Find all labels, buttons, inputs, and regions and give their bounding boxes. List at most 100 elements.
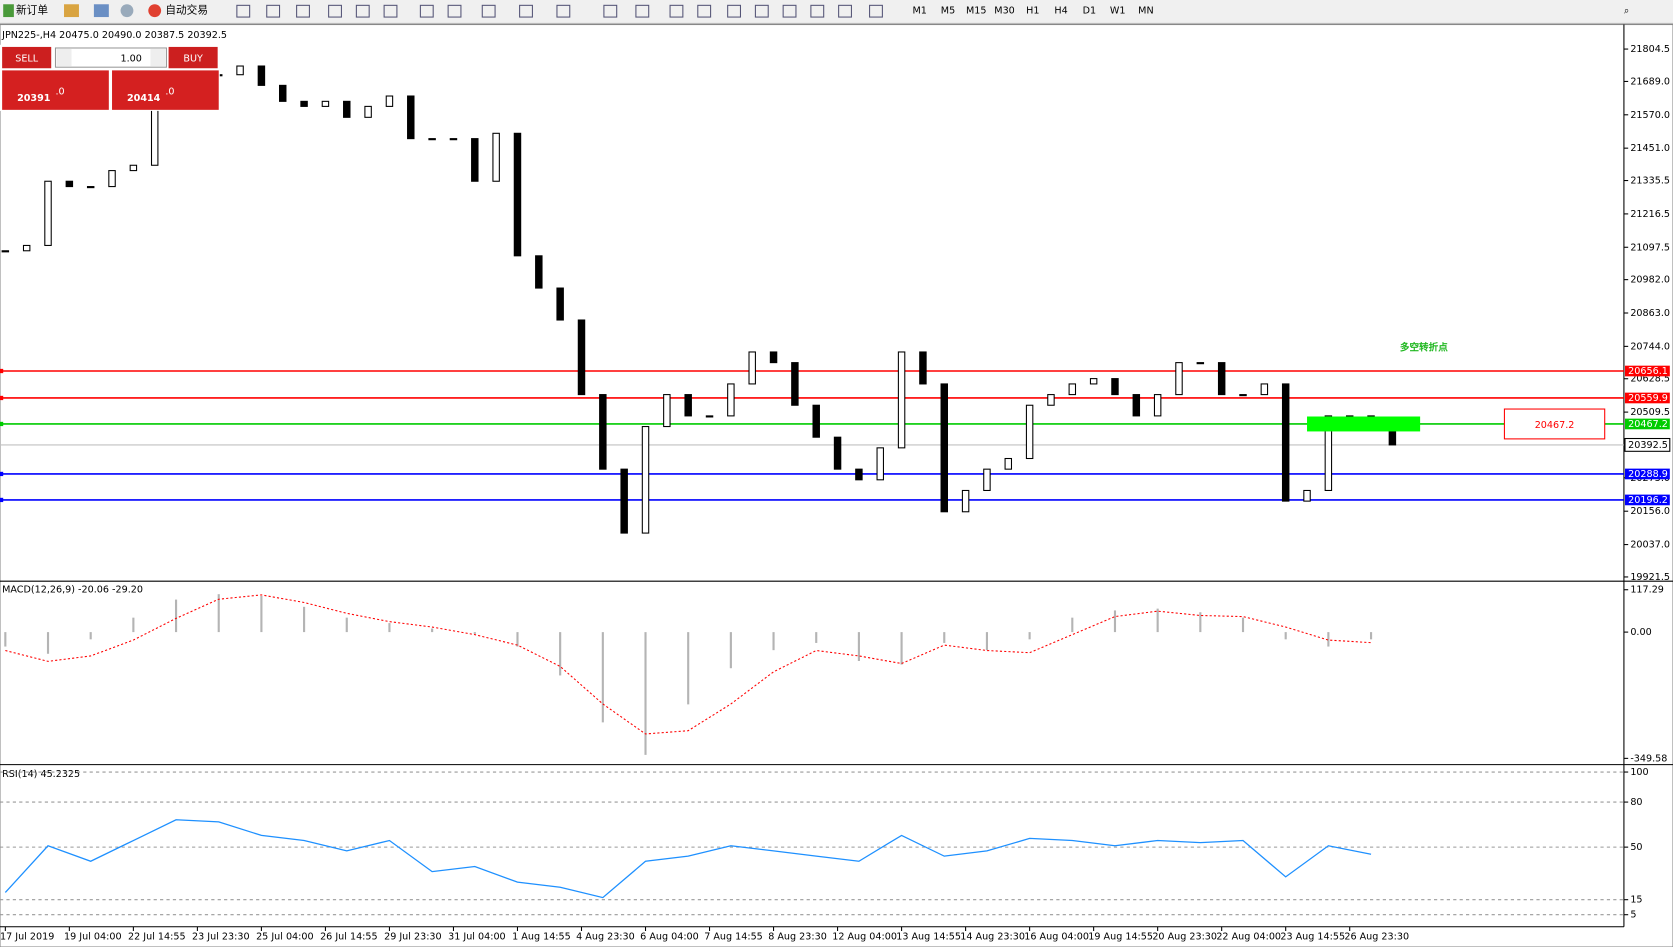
candle [983,468,991,491]
candle [300,100,308,107]
timeframe-button[interactable]: M5 [941,6,955,17]
candle [86,186,95,189]
tool-icon[interactable] [556,4,571,18]
timeframe-button[interactable]: MN [1138,6,1153,17]
y-tick-label: 20037.0 [1630,540,1670,551]
buy-price-box[interactable] [112,70,219,110]
candle [407,95,415,140]
x-tick-label: 20 Aug 23:30 [1152,931,1217,942]
x-tick-label: 6 Aug 04:00 [640,931,699,942]
candle [705,415,714,418]
plots: JPN225-,H4 20475.0 20490.0 20387.5 20392… [0,30,1671,942]
tool-icon[interactable] [635,4,650,18]
x-tick-label: 26 Jul 14:55 [320,931,378,942]
new-order[interactable]: 新订单 [16,4,48,17]
sell-button[interactable] [2,46,52,69]
y-tick-label: 50 [1630,842,1642,853]
tool-icon[interactable] [810,4,825,18]
sell-price-box[interactable] [2,70,109,110]
sell-price[interactable]: 20391 [17,93,51,104]
x-tick-label: 19 Jul 04:00 [64,931,122,942]
timeframe-button[interactable]: D1 [1083,6,1097,17]
y-tick-label: 0.00 [1630,627,1651,638]
candle [641,426,650,534]
tool-icon[interactable] [519,4,533,18]
x-tick-label: 29 Jul 23:30 [384,931,442,942]
tool-icon[interactable] [603,4,618,18]
y-tick-label: -349.58 [1630,753,1667,764]
icon[interactable] [120,4,134,18]
tool-icon[interactable] [383,4,398,18]
candle [791,362,799,406]
auto-trading-icon[interactable] [148,4,162,18]
panel-title: RSI(14) 45.2325 [2,769,80,780]
tool-icon[interactable] [697,4,712,18]
search-icon[interactable]: ⌕ [1624,6,1629,17]
buy-label[interactable]: BUY [183,54,203,65]
sell-label[interactable]: SELL [15,54,39,65]
current-price-label: 20392.5 [1628,440,1668,451]
tool-icon[interactable] [669,4,684,18]
tool-icon[interactable] [782,4,797,18]
tool-icon[interactable] [355,4,370,18]
x-tick-label: 13 Aug 14:55 [896,931,961,942]
x-tick-label: 17 Jul 2019 [0,931,54,942]
timeframe-button[interactable]: M30 [994,6,1015,17]
x-tick-label: 12 Aug 04:00 [832,931,897,942]
sell-fraction[interactable]: .0 [55,87,64,98]
y-tick-label: 21570.0 [1630,110,1670,121]
icon[interactable] [93,4,109,18]
timeframe-button[interactable]: M1 [913,6,927,17]
tool-icon[interactable] [481,4,496,18]
timeframe-button[interactable]: M15 [966,6,987,17]
candle [492,132,500,182]
tool-icon[interactable] [838,4,852,18]
lot-up[interactable] [150,49,166,67]
x-tick-label: 7 Aug 14:55 [704,931,763,942]
auto-trading[interactable]: 自动交易 [165,4,208,17]
lot-down[interactable] [56,49,72,67]
candle [22,244,31,252]
tool-icon[interactable] [727,4,742,18]
candle [833,436,842,470]
tool-icon[interactable] [296,4,310,18]
tool-icon[interactable] [447,4,462,18]
buy-price[interactable]: 20414 [127,93,161,104]
turning-zone [1307,416,1421,432]
tool-icon[interactable] [419,4,434,18]
x-tick-label: 22 Jul 14:55 [128,931,186,942]
timeframe-button[interactable]: H1 [1026,6,1039,17]
price-level-marker [0,471,4,477]
y-tick-label: 117.29 [1630,585,1664,596]
panel-title: MACD(12,26,9) -20.06 -29.20 [2,585,143,596]
tool-icon[interactable] [236,4,251,18]
candle [1175,362,1183,396]
candle [1132,394,1141,417]
candle [940,383,948,513]
current-price-tag [1624,437,1671,452]
candle [471,138,479,182]
candle [1196,362,1205,365]
new-order-icon[interactable] [3,4,14,18]
lot-value[interactable]: 1.00 [121,54,142,65]
timeframe-button[interactable]: H4 [1054,6,1067,17]
tool-icon[interactable] [266,4,281,18]
buy-fraction[interactable]: .0 [165,87,174,98]
lot-input[interactable] [54,47,167,68]
y-tick-label: 21689.0 [1630,76,1670,87]
icon[interactable] [64,4,79,18]
chart-frame [0,23,1673,947]
trade-panel: SELL 1.00 BUY 20391 .0 20414 .0 [0,44,220,111]
candle [65,180,74,188]
candle [513,132,522,257]
timeframe-button[interactable]: W1 [1110,6,1126,17]
candle [44,180,52,246]
y-tick-label: 20744.0 [1630,341,1670,352]
buy-button[interactable] [168,46,218,69]
candle [1217,362,1226,396]
tool-icon[interactable] [754,4,769,18]
tool-icon[interactable] [869,4,883,18]
price-level-marker [0,395,4,401]
tool-icon[interactable] [328,4,342,18]
y-tick-label: 21804.5 [1630,44,1670,55]
